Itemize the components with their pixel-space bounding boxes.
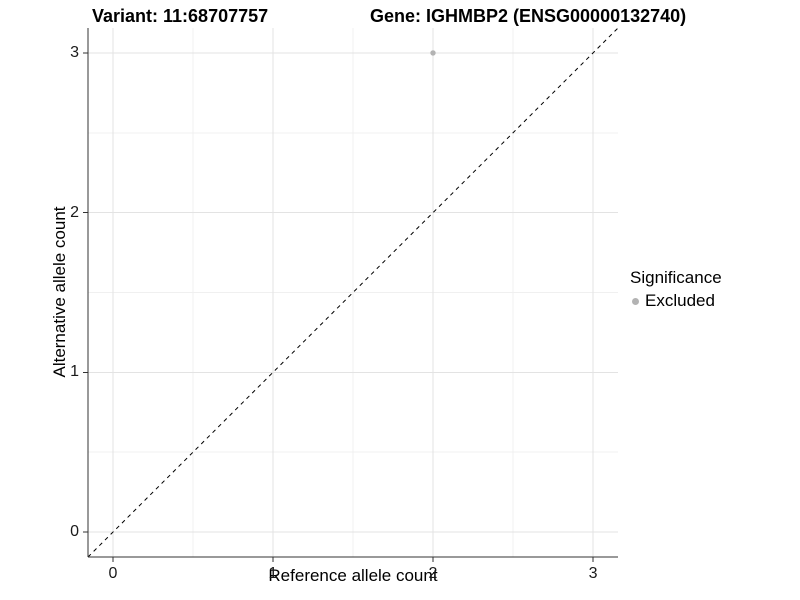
y-tick-label: 3 — [70, 43, 79, 61]
gene-title: Gene: IGHMBP2 (ENSG00000132740) — [370, 6, 687, 26]
y-tick-label: 1 — [70, 363, 79, 381]
legend-item: Excluded — [630, 291, 722, 311]
y-tick-label: 0 — [70, 523, 79, 541]
x-tick-label: 3 — [588, 565, 598, 582]
dot-icon — [632, 297, 639, 305]
legend-title: Significance — [630, 268, 722, 287]
identity-dashed-line — [87, 27, 619, 558]
variant-title: Variant: 11:68707757 — [92, 6, 269, 26]
legend: Significance Excluded — [630, 268, 722, 311]
x-tick-label: 1 — [268, 565, 278, 582]
x-tick-label: 2 — [428, 565, 438, 582]
legend-item-label: Excluded — [645, 291, 715, 310]
x-tick-label: 0 — [108, 565, 118, 582]
x-axis-title: Reference allele count — [268, 566, 438, 585]
y-axis-title: Alternative allele count — [50, 206, 69, 378]
legend-items: Excluded — [630, 291, 722, 311]
y-tick-label: 2 — [70, 203, 79, 221]
data-point — [430, 50, 436, 56]
